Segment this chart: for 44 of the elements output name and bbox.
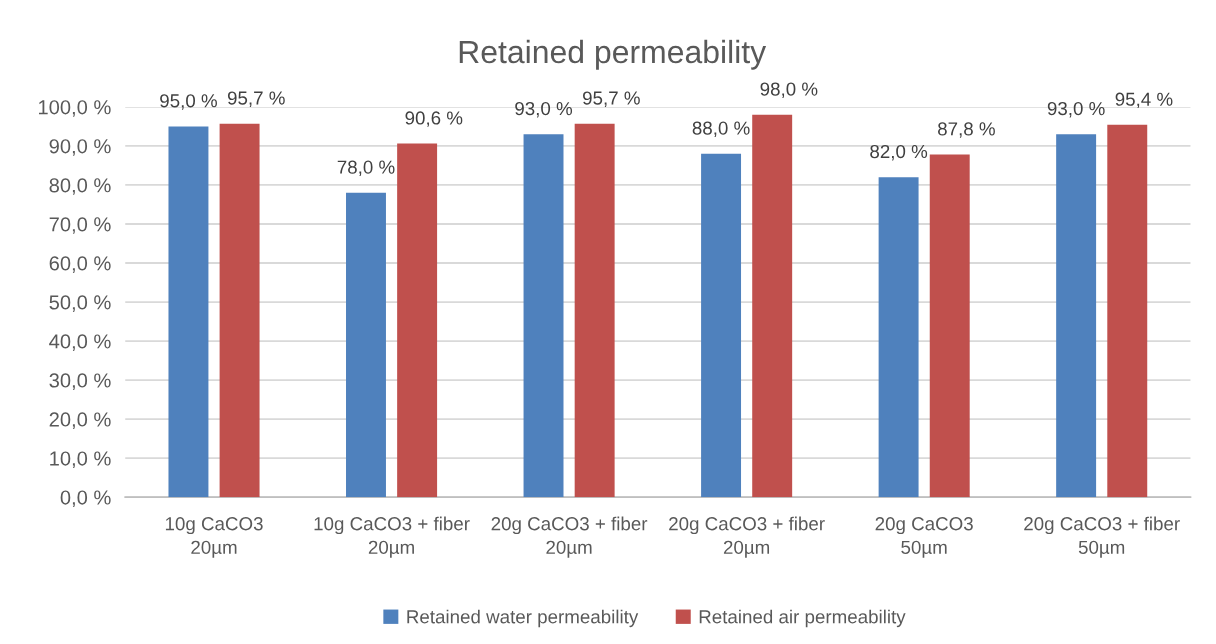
data-label: 95,7 % — [583, 91, 640, 107]
y-tick-label: 0,0 % — [60, 490, 111, 508]
bar — [168, 126, 209, 498]
data-label: 95,4 % — [1115, 92, 1173, 109]
bar — [878, 177, 919, 498]
bar — [701, 153, 742, 498]
bar — [574, 123, 615, 498]
bar — [397, 143, 438, 498]
x-tick-label: 10g CaCO3 + fiber 20µm — [314, 516, 470, 558]
data-label: 95,7 % — [227, 91, 285, 107]
data-label: 98,0 % — [760, 82, 818, 98]
bar — [346, 192, 386, 498]
x-tick-label: 10g CaCO3 20µm — [165, 517, 263, 558]
bar — [523, 134, 564, 498]
data-label: 95,0 % — [160, 94, 217, 110]
data-label: 82,0 % — [870, 144, 928, 161]
bar — [1056, 134, 1097, 498]
legend-label: Retained water permeability — [407, 609, 639, 628]
legend-label: Retained air permeability — [699, 609, 906, 628]
y-tick-label: 20,0 % — [49, 412, 111, 429]
y-tick-label: 30,0 % — [49, 373, 111, 390]
bar — [1107, 124, 1148, 498]
data-label: 93,0 % — [515, 101, 573, 118]
data-label: 88,0 % — [692, 121, 750, 137]
y-tick-label: 60,0 % — [49, 256, 111, 273]
bar — [929, 154, 970, 498]
y-tick-label: 80,0 % — [49, 178, 111, 195]
y-tick-label: 40,0 % — [49, 334, 111, 351]
x-tick-label: 20g CaCO3 + fiber 20µm — [669, 516, 825, 558]
x-tick-label: 20g CaCO3 + fiber 20µm — [491, 516, 648, 558]
bar — [752, 114, 793, 498]
data-label: 78,0 % — [337, 160, 395, 176]
data-label: 93,0 % — [1047, 101, 1105, 118]
bar — [219, 123, 260, 498]
y-tick-label: 90,0 % — [49, 139, 111, 156]
data-label: 87,8 % — [938, 122, 995, 138]
y-tick-label: 50,0 % — [49, 295, 111, 312]
y-tick-label: 100,0 % — [39, 100, 111, 117]
y-tick-label: 10,0 % — [50, 451, 111, 469]
data-label: 90,6 % — [405, 111, 463, 127]
x-tick-label: 20g CaCO3 50µm — [875, 517, 973, 558]
chart-title: Retained permeability — [459, 39, 767, 70]
y-tick-label: 70,0 % — [49, 217, 111, 234]
x-tick-label: 20g CaCO3 + fiber 50µm — [1024, 516, 1180, 558]
